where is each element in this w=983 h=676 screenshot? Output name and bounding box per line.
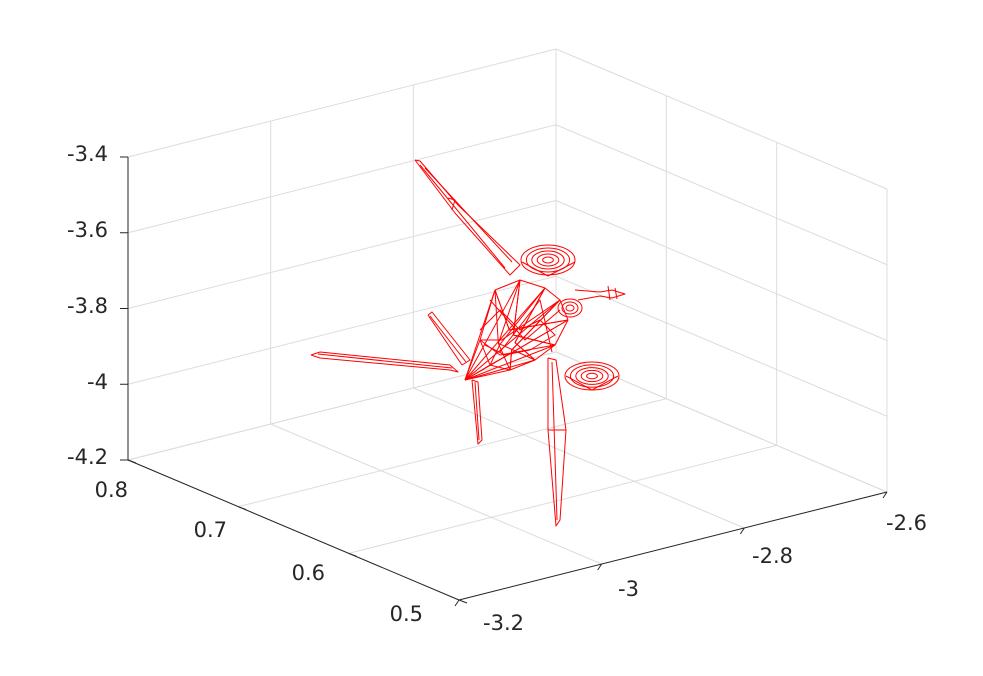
fuselage	[464, 344, 556, 381]
nose-probe	[607, 285, 611, 301]
nose-probe	[574, 289, 626, 301]
y-tick-label: 0.5	[390, 602, 423, 626]
fuselage	[479, 309, 556, 356]
fuselage	[489, 299, 561, 341]
grid-line	[348, 444, 777, 554]
grid-line	[127, 275, 557, 385]
x-tick-mark	[739, 527, 745, 535]
lower-fin-left	[471, 379, 483, 445]
y-tick-mark	[348, 552, 357, 557]
x-axis-line	[458, 491, 888, 601]
grid-line	[127, 351, 557, 461]
engine-pod-center	[557, 298, 583, 318]
engine-pod-lower	[586, 372, 598, 380]
upper-wing	[447, 197, 456, 211]
y-tick-mark	[458, 599, 468, 604]
fuselage	[497, 279, 521, 371]
z-tick-label: -3.6	[67, 218, 108, 242]
fuselage	[464, 279, 521, 381]
engine-pod-upper	[525, 247, 571, 273]
grid-line	[555, 124, 888, 266]
fuselage	[499, 299, 553, 353]
y-tick-label: 0.6	[292, 561, 325, 585]
grid-line	[555, 48, 888, 190]
left-wing	[317, 353, 453, 369]
fuselage	[464, 339, 481, 381]
x-tick-label: -2.6	[886, 511, 927, 535]
engine-pod-lower	[575, 367, 609, 385]
wireframe-model	[310, 159, 626, 527]
upper-wing	[424, 167, 513, 263]
lower-fin-right	[551, 361, 558, 521]
upper-wing	[414, 159, 521, 276]
engine-pod-upper	[531, 250, 565, 270]
left-wing	[310, 351, 459, 373]
engine-pod-lower	[569, 364, 615, 388]
engine-pod-upper	[542, 256, 554, 264]
z-tick-label: -4	[87, 370, 108, 394]
y-tick-label: 0.7	[194, 518, 227, 542]
grid-line	[555, 200, 888, 341]
engine-pod-lower	[564, 361, 620, 391]
grid-line	[270, 423, 602, 565]
grid-lines	[127, 48, 888, 601]
grid-line	[555, 275, 888, 417]
x-tick-label: -3	[618, 577, 639, 601]
fuselage	[464, 359, 536, 381]
z-tick-label: -3.4	[67, 142, 108, 166]
engine-pod-upper	[536, 253, 560, 267]
grid-line	[127, 48, 557, 158]
x-tick-label: -3.2	[483, 611, 524, 635]
fuselage	[494, 289, 569, 331]
x-tick-mark	[597, 563, 603, 571]
fuselage	[479, 339, 556, 356]
fuselage	[464, 287, 546, 381]
fuselage	[464, 369, 511, 381]
lower-fin-left	[474, 381, 480, 441]
y-axis-line	[127, 459, 460, 601]
grid-line	[413, 387, 745, 529]
fuselage	[464, 299, 561, 381]
fuselage	[480, 299, 561, 341]
z-tick-label: -3.8	[67, 294, 108, 318]
small-fin	[427, 311, 471, 366]
tick-labels: -4.2 -4 -3.8 -3.6 -3.4 0.5 0.6 0.7 0.8 -…	[67, 142, 927, 635]
engine-pod-lower	[580, 369, 604, 383]
fuselage	[489, 319, 569, 366]
grid-line	[555, 351, 888, 493]
grid-line	[127, 124, 557, 234]
x-tick-label: -2.8	[752, 544, 793, 568]
y-tick-mark	[127, 459, 137, 464]
fuselage	[489, 287, 546, 366]
engine-pod-lower	[565, 375, 619, 391]
grid-line	[238, 398, 667, 508]
x-tick-mark	[454, 599, 460, 607]
z-tick-label: -4.2	[67, 445, 108, 469]
y-tick-mark	[238, 506, 247, 511]
engine-pod-center	[561, 301, 579, 315]
fuselage	[464, 364, 491, 381]
grid-line	[127, 200, 557, 309]
nose-probe	[614, 287, 618, 300]
small-fin	[429, 315, 467, 363]
engine-pod-upper	[521, 261, 576, 277]
y-tick-label: 0.8	[95, 478, 128, 502]
axis-lines	[120, 156, 888, 607]
upper-wing	[419, 164, 506, 269]
x-tick-mark	[882, 491, 888, 499]
engine-pod-upper	[520, 244, 576, 276]
engine-pod-center	[565, 304, 575, 312]
